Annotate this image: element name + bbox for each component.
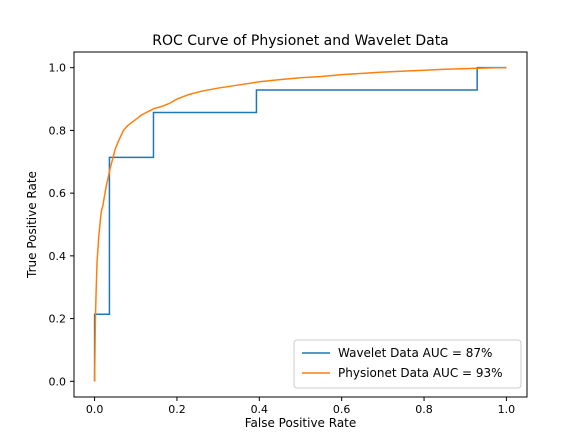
y-tick-label: 0.6 xyxy=(49,187,67,200)
x-tick-label: 0.8 xyxy=(415,403,433,416)
y-tick-label: 0.2 xyxy=(49,313,67,326)
series-line-0 xyxy=(93,66,507,382)
x-axis-ticks: 0.0 0.2 0.4 0.6 0.8 1.0 xyxy=(86,397,515,416)
legend-label-physionet: Physionet Data AUC = 93% xyxy=(338,366,503,380)
y-tick-label: 0.8 xyxy=(49,124,67,137)
y-tick-label: 1.0 xyxy=(49,62,67,75)
x-axis-label: False Positive Rate xyxy=(245,416,357,430)
chart-title: ROC Curve of Physionet and Wavelet Data xyxy=(152,33,449,49)
x-tick-label: 0.0 xyxy=(86,403,104,416)
y-tick-label: 0.0 xyxy=(49,375,67,388)
y-tick-label: 0.4 xyxy=(49,250,67,263)
y-axis-ticks: 0.0 0.2 0.4 0.6 0.8 1.0 xyxy=(49,62,74,388)
series-line-1 xyxy=(93,66,507,382)
x-tick-label: 0.4 xyxy=(251,403,269,416)
legend-label-wavelet: Wavelet Data AUC = 87% xyxy=(338,346,492,360)
y-axis-label: True Positive Rate xyxy=(25,171,39,279)
x-tick-label: 1.0 xyxy=(498,403,516,416)
legend-box xyxy=(293,339,522,389)
x-tick-label: 0.6 xyxy=(333,403,351,416)
x-tick-label: 0.2 xyxy=(168,403,186,416)
legend: Wavelet Data AUC = 87% Physionet Data AU… xyxy=(293,339,522,389)
plot-frame xyxy=(73,51,528,398)
series-layer xyxy=(93,66,507,382)
